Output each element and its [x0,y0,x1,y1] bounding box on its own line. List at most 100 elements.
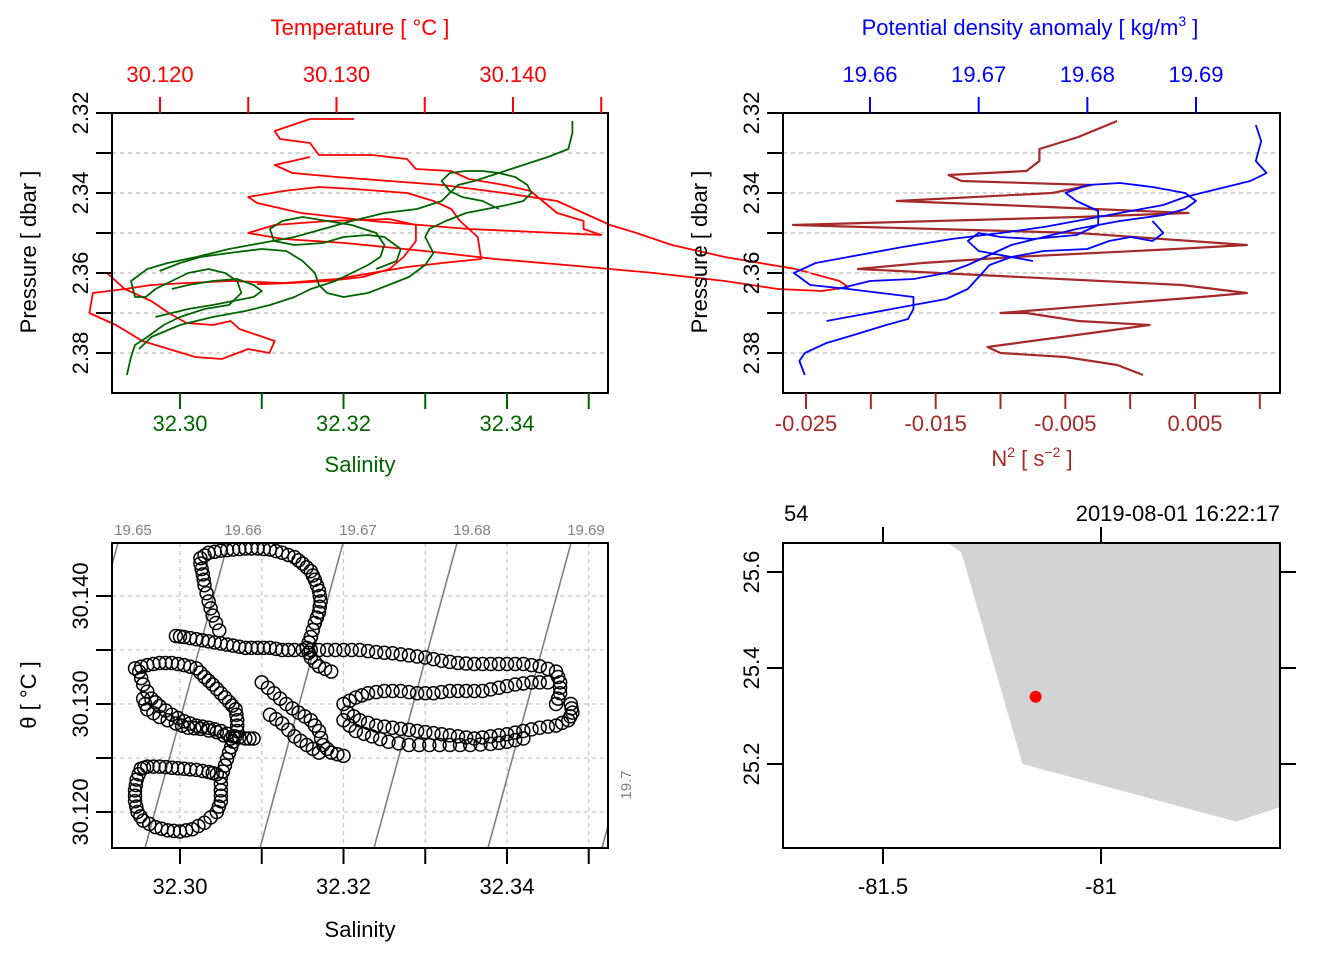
p3-point [208,615,224,631]
p3-point [152,709,167,725]
p3-frame [111,542,609,849]
p3-point [401,722,417,738]
p3-point [475,683,490,699]
p3-point [516,656,531,672]
p2-line-n2 [791,119,1249,377]
p3-point [209,724,225,740]
p3-point [193,550,208,566]
panel-profile-temperature-salinity: Temperature [ °C ] Salinity Pressure [ d… [16,15,850,477]
p3-point [548,696,564,712]
p3-point [189,661,204,676]
p3-point [434,653,449,669]
p3-point [213,783,229,798]
p3-point [422,737,437,753]
p3-point [491,656,507,672]
p1-y-tick-label: 2.34 [68,172,93,215]
p3-point [197,669,212,685]
p3-point [238,731,253,746]
p3-y-tick-label: 30.120 [68,778,93,845]
p2-bottom-tick-label: -0.025 [775,411,837,436]
p1-bottom-axis-label: Salinity [325,452,396,477]
panel-profile-density-n2: Potential density anomaly [ kg/m3 ] N2 [… [687,13,1281,471]
panel-ts-diagram: Salinity θ [ °C ] 19.65 19.66 19.67 19.68 19… [16,522,635,942]
p3-point [319,642,335,658]
p3-point [217,690,233,705]
p3-point [133,809,148,824]
p3-point [532,658,547,674]
p3-point [128,777,144,793]
p3-point [524,657,539,673]
p3-point [377,683,392,699]
p3-point [483,656,498,672]
p3-point [432,737,447,753]
p3-point [352,642,368,658]
p3-isopycnal [259,543,344,848]
p3-point [458,683,474,699]
p3-point [130,804,145,820]
p2-bottom-axis-label: N2 [ s−2 ] [991,444,1072,471]
p2-line-potential-density-anomaly-2 [837,182,1197,290]
p3-point [205,677,220,692]
p2-top-tick-label: 19.69 [1168,62,1223,87]
p2-n2-symbol: N [991,446,1007,471]
p3-point [540,719,556,734]
p3-point [442,728,458,743]
p3-point [196,572,211,588]
p2-bottom-tick-label: 0.005 [1167,411,1222,436]
p3-point [507,732,523,748]
p1-y-tick-label: 2.36 [68,252,93,295]
p3-point [418,724,433,740]
p3-point [281,642,296,658]
p3-point [291,553,306,568]
p3-point [385,720,400,736]
p3-point [450,729,466,744]
p3-point [450,683,466,699]
p3-point [381,734,396,750]
p1-bottom-tick-label: 32.32 [316,411,371,436]
p3-point [187,721,202,736]
p3-point [209,681,225,697]
p1-bottom-tick-label: 32.30 [152,411,207,436]
map-timestamp: 2019-08-01 16:22:17 [1076,501,1280,526]
p3-point [193,721,208,737]
p3-point [483,682,498,697]
p3-y-tick-label: 30.140 [68,562,93,629]
p1-y-tick-label: 2.38 [68,332,93,375]
p3-point [409,685,425,701]
p3-point [328,642,343,658]
p3-point [213,776,229,792]
p3-point [393,683,408,699]
p3-point [516,723,531,739]
p3-point [311,642,327,658]
p3-point [319,741,335,757]
p2-top-axis-label-sup: 3 [1178,13,1186,29]
p3-point [225,698,240,713]
p3-isopycnal [373,543,458,848]
p3-point [491,680,507,696]
p3-isopycnal [601,822,608,848]
p2-bottom-tick-label: -0.005 [1034,411,1096,436]
p3-point [195,763,210,779]
p3-point [303,642,319,658]
p3-point [418,685,433,701]
p1-frame [111,112,609,394]
p3-point [194,561,209,577]
map-x-tick-label: -81.5 [858,874,908,899]
p3-point [373,731,388,747]
p1-line-temperature-2 [247,156,850,292]
p3-point [467,683,482,699]
p2-y-tick-label: 2.38 [739,332,764,375]
p3-point [462,737,478,753]
p3-x-axis-label: Salinity [325,917,396,942]
p3-isopycnal-label: 19.66 [224,522,262,539]
p3-point [524,675,539,690]
p3-point [467,656,482,672]
p3-point [409,723,425,739]
p1-top-axis-label: Temperature [ °C ] [271,15,450,40]
p3-point [377,645,392,660]
p3-point [507,656,523,672]
p3-point [312,599,328,615]
p3-point [216,728,231,743]
p3-point [368,684,384,700]
